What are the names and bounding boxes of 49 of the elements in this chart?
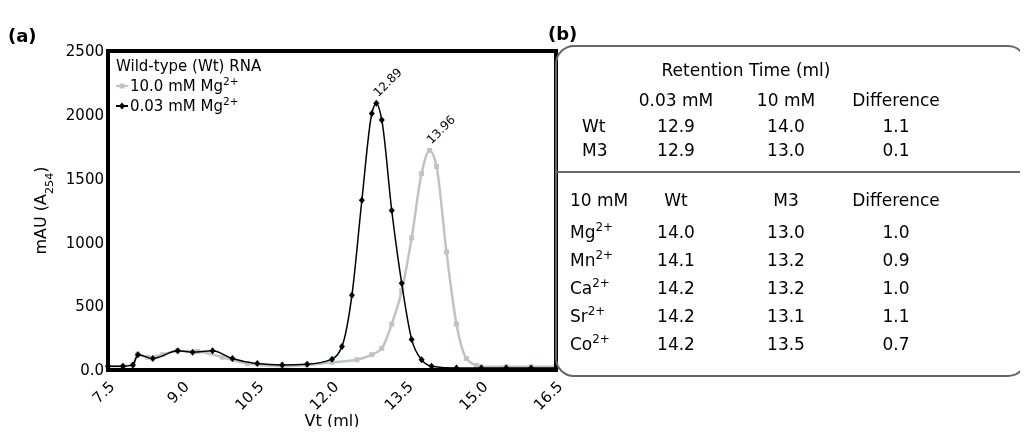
text: Retention Time (ml) <box>661 60 831 80</box>
text: 10 mM <box>756 90 816 110</box>
text: 0.03 mM <box>638 90 714 110</box>
text: 12.9 <box>657 116 695 136</box>
y-tick-label: 1000 <box>65 233 104 252</box>
text: 0.9 <box>882 250 910 270</box>
text: 10 mM <box>570 190 629 210</box>
x-tick-label: 9.0 <box>163 377 193 408</box>
text: 14.2 <box>657 306 695 326</box>
y-tick-label: 2000 <box>65 106 104 125</box>
text: M3 <box>773 190 799 210</box>
legend-title: Wild-type (Wt) RNA <box>116 57 262 75</box>
text: 1.0 <box>882 278 910 298</box>
text: Co$^{2+}$ <box>570 332 610 354</box>
text: 0.7 <box>882 334 910 354</box>
x-tick-label: 7.5 <box>88 377 119 408</box>
text: Difference <box>852 90 940 110</box>
text: 1.1 <box>882 116 910 136</box>
text: 13.2 <box>767 278 805 298</box>
y-tick-label: 1500 <box>65 169 104 188</box>
text: 0.1 <box>882 140 910 160</box>
text: Ca$^{2+}$ <box>570 276 610 298</box>
text: M3 <box>582 140 608 160</box>
text: Mg$^{2+}$ <box>570 220 613 242</box>
y-tick-label: 0.0 <box>80 361 104 380</box>
text: 13.0 <box>767 140 805 160</box>
legend-label: 10.0 mM Mg$^{2+}$ <box>130 75 239 95</box>
text: (b) <box>548 23 578 44</box>
text: 12.9 <box>657 140 695 160</box>
text: 13.2 <box>767 250 805 270</box>
text: Mn$^{2+}$ <box>570 248 613 270</box>
text: 1.1 <box>882 306 910 326</box>
chart-title: (a) <box>8 25 37 46</box>
text: Wt <box>664 190 689 210</box>
text: Wt <box>582 116 606 136</box>
text: 14.2 <box>657 278 695 298</box>
y-tick-label: 2500 <box>65 42 104 61</box>
y-tick-label: 500 <box>75 297 104 316</box>
text: 13.5 <box>767 334 805 354</box>
text: 1.0 <box>882 222 910 242</box>
text: 14.0 <box>657 222 695 242</box>
text: Difference <box>852 190 940 210</box>
legend-label: 0.03 mM Mg$^{2+}$ <box>130 95 239 115</box>
text: Sr$^{2+}$ <box>570 304 606 326</box>
text: 14.1 <box>657 250 695 270</box>
text: 13.0 <box>767 222 805 242</box>
text: 13.1 <box>767 306 805 326</box>
text: 14.2 <box>657 334 695 354</box>
text: 14.0 <box>767 116 805 136</box>
